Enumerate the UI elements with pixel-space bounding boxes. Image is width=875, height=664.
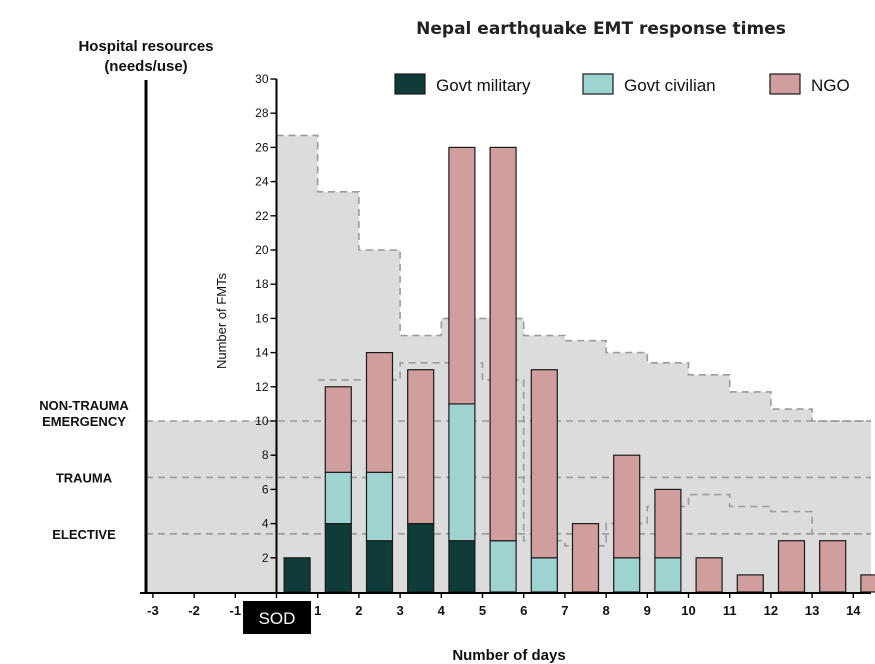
bar-govt-civilian: [613, 557, 641, 593]
bar-govt-civilian: [489, 540, 517, 593]
y-tick-label: 20: [255, 243, 269, 257]
x-tick-label: -3: [147, 603, 159, 618]
y-tick-label: 22: [255, 209, 269, 223]
x-tick-label: 13: [805, 603, 819, 618]
x-tick-label: 11: [723, 603, 737, 618]
bar-ngo: [654, 488, 682, 559]
x-tick-label: 6: [520, 603, 527, 618]
resource-level-label: ELECTIVE: [52, 527, 116, 542]
x-tick-label: 12: [764, 603, 778, 618]
y-tick-label: 18: [255, 277, 269, 291]
y-tick-label: 10: [255, 414, 269, 428]
bar-govt-civilian: [654, 557, 682, 593]
bar-ngo: [777, 540, 806, 593]
bar-govt-military: [407, 522, 435, 593]
y-tick-label: 14: [255, 346, 269, 360]
bar-ngo: [530, 369, 558, 559]
y-tick-label: 24: [255, 175, 269, 189]
x-tick-label: 4: [438, 603, 446, 618]
x-tick-label: -1: [230, 603, 242, 618]
x-tick-label: 8: [602, 603, 609, 618]
x-tick-label: -2: [188, 603, 200, 618]
y-tick-label: 8: [262, 448, 269, 462]
x-tick-label: 1: [314, 603, 321, 618]
y-tick-label: 16: [255, 311, 269, 325]
legend-label: Govt military: [436, 76, 531, 95]
bar-govt-civilian: [530, 557, 558, 593]
resource-level-label: NON-TRAUMA: [39, 398, 129, 413]
sod-label: SOD: [259, 609, 296, 628]
x-tick-label: 7: [561, 603, 568, 618]
x-tick-label: 5: [479, 603, 486, 618]
bar-govt-civilian: [324, 471, 352, 525]
legend-label: Govt civilian: [624, 76, 716, 95]
bar-govt-civilian: [448, 403, 476, 542]
bar-govt-military: [448, 540, 476, 593]
x-tick-label: 9: [644, 603, 651, 618]
y-axis-label: Number of FMTs: [214, 272, 229, 369]
legend-swatch: [582, 73, 614, 95]
bar-ngo: [407, 369, 435, 525]
legend-label: NGO: [811, 76, 850, 95]
bar-ngo: [571, 522, 600, 593]
y-tick-label: 28: [255, 106, 269, 120]
left-axis-title-line2: (needs/use): [104, 58, 187, 75]
sod-box: [243, 601, 311, 634]
x-tick-label: 3: [396, 603, 403, 618]
y-tick-label: 12: [255, 380, 269, 394]
x-tick-label: 14: [846, 603, 861, 618]
resource-level-label: TRAUMA: [56, 470, 113, 485]
needs-curve: [276, 134, 871, 422]
bar-govt-military: [365, 540, 394, 593]
bar-ngo: [695, 557, 723, 593]
bar-ngo: [819, 540, 847, 593]
chart-title: Nepal earthquake EMT response times: [416, 19, 786, 39]
bar-govt-civilian: [365, 471, 394, 542]
bar-ngo: [613, 454, 641, 559]
bar-ngo: [365, 352, 394, 473]
left-axis-title-line1: Hospital resources: [78, 38, 213, 55]
x-tick-label: 10: [681, 603, 695, 618]
y-tick-label: 30: [255, 72, 269, 86]
x-tick-label: 2: [355, 603, 362, 618]
bar-ngo: [448, 146, 476, 405]
legend-swatch: [769, 73, 801, 95]
bar-ngo: [860, 574, 875, 593]
bar-govt-military: [324, 522, 352, 593]
resource-level-label: EMERGENCY: [42, 414, 126, 429]
legend-swatch: [394, 73, 426, 95]
bar-govt-military: [283, 557, 311, 593]
y-tick-label: 6: [262, 482, 269, 496]
bar-ngo: [489, 146, 517, 542]
y-tick-label: 4: [262, 517, 269, 531]
use-curve: [317, 362, 871, 547]
y-tick-label: 26: [255, 140, 269, 154]
x-axis-label: Number of days: [452, 647, 565, 664]
bar-ngo: [324, 386, 352, 473]
y-tick-label: 2: [262, 551, 269, 565]
bar-ngo: [736, 574, 764, 593]
legend: Govt military Govt civilian NGO: [394, 73, 850, 95]
